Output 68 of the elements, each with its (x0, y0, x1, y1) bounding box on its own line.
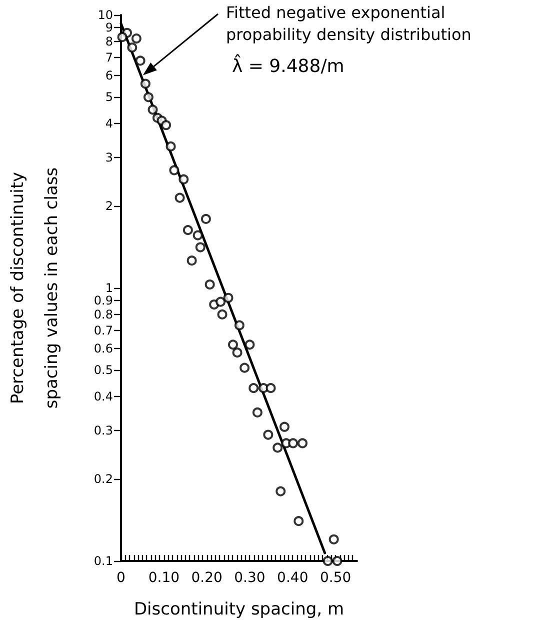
y-tick-label: 0.6 (94, 342, 113, 356)
point (200, 214, 211, 224)
y-axis-title: Percentage of discontinuity spacing values in each class (8, 167, 62, 409)
y-tick-label: 6 (105, 68, 113, 83)
point (322, 556, 333, 566)
point (240, 362, 250, 373)
point (195, 242, 206, 252)
y-tick-label: 0.1 (94, 554, 113, 568)
y-tick-label: 8 (105, 34, 113, 48)
y-tick-label: 0.3 (94, 424, 113, 438)
point (117, 32, 128, 42)
x-axis-title: Discontinuity spacing, m (134, 600, 344, 620)
point (232, 348, 242, 358)
point (288, 438, 298, 448)
point (248, 383, 259, 394)
x-tick-label: 0 (116, 570, 126, 586)
y-tick-label: 7 (105, 50, 113, 64)
point (140, 78, 150, 89)
y-tick-label: 4 (105, 116, 113, 131)
y-tick-label: 0.2 (94, 472, 113, 486)
point (272, 442, 283, 453)
x-tick-label: 0.40 (277, 570, 308, 586)
y-tick-label: 5 (105, 90, 113, 104)
y-tick-label: 9 (105, 20, 113, 34)
point (161, 120, 172, 130)
point (174, 192, 185, 203)
point (228, 340, 238, 350)
point (332, 556, 342, 566)
y-tick-label: 0.9 (94, 293, 113, 308)
point (263, 430, 274, 440)
point (166, 141, 176, 152)
point (182, 225, 193, 236)
point (279, 422, 290, 432)
y-tick-label: 0.8 (94, 307, 113, 322)
y-tick-label: 0.4 (94, 390, 113, 404)
point (276, 486, 286, 496)
point (298, 438, 308, 448)
point (217, 309, 228, 320)
x-tick-label: 0.20 (191, 570, 222, 586)
annotation: λ̂ = 9.488/m (232, 55, 344, 80)
point (178, 174, 189, 184)
y-tick-label: 0.5 (94, 363, 113, 378)
point (127, 42, 138, 53)
point (216, 296, 226, 307)
point (169, 165, 180, 176)
point (223, 292, 234, 303)
x-tick-label: 0.10 (148, 570, 180, 586)
point (192, 230, 203, 240)
point (148, 104, 158, 115)
point (135, 56, 146, 66)
point (143, 92, 154, 102)
point (244, 340, 255, 350)
point (294, 516, 304, 526)
point (131, 34, 142, 44)
point (328, 534, 339, 544)
point (186, 256, 197, 266)
point (266, 383, 276, 394)
y-tick-label: 3 (105, 150, 113, 165)
y-tick-label: 2 (105, 198, 113, 213)
y-tick-label: 10 (98, 8, 113, 22)
x-tick-label: 0.30 (234, 570, 266, 586)
y-tick-label: 0.7 (94, 323, 113, 338)
y-tick-label: 1 (105, 281, 113, 295)
point (234, 320, 244, 330)
point (252, 407, 262, 418)
x-tick-label: 0.50 (320, 570, 352, 586)
point (204, 279, 215, 290)
annotation: Fitted negative exponential propability density distribution (226, 2, 472, 46)
